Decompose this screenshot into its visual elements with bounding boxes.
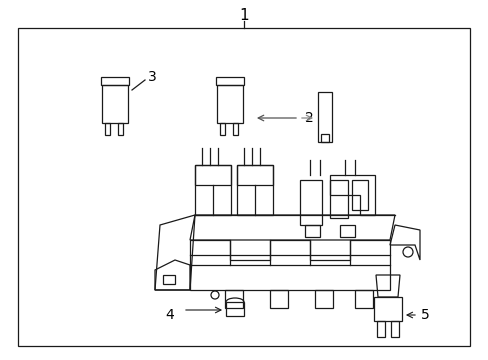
- Bar: [351, 180, 367, 210]
- Bar: [219, 123, 224, 135]
- Text: 4: 4: [165, 308, 174, 322]
- Bar: [18, 28, 469, 346]
- Bar: [305, 225, 319, 237]
- Bar: [232, 123, 238, 135]
- Bar: [390, 321, 398, 337]
- Bar: [237, 165, 272, 185]
- Bar: [329, 180, 347, 218]
- Bar: [102, 85, 128, 123]
- Bar: [354, 290, 372, 308]
- Text: 5: 5: [420, 308, 428, 322]
- Bar: [320, 134, 328, 142]
- Bar: [224, 290, 243, 308]
- Bar: [118, 123, 123, 135]
- Bar: [373, 297, 401, 321]
- Bar: [314, 290, 332, 308]
- Bar: [376, 321, 384, 337]
- Bar: [216, 77, 244, 85]
- Bar: [217, 85, 243, 123]
- Bar: [195, 165, 230, 185]
- Bar: [163, 275, 175, 284]
- Bar: [269, 290, 287, 308]
- Text: 3: 3: [148, 70, 157, 84]
- Bar: [317, 92, 331, 142]
- Bar: [339, 225, 354, 237]
- Bar: [299, 180, 321, 225]
- Text: 2: 2: [305, 111, 313, 125]
- Bar: [101, 77, 129, 85]
- Bar: [225, 302, 244, 316]
- Bar: [195, 165, 230, 215]
- Text: 1: 1: [239, 8, 248, 23]
- Bar: [237, 165, 272, 215]
- Bar: [104, 123, 109, 135]
